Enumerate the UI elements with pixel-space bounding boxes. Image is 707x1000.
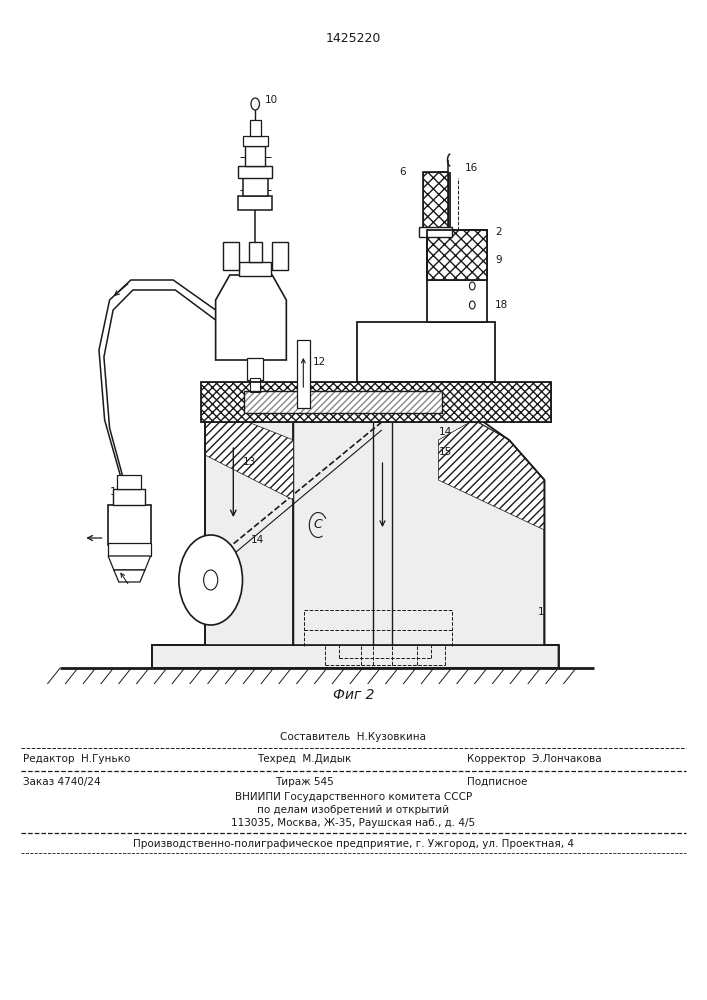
Text: 2: 2: [495, 227, 501, 237]
Bar: [245, 146, 265, 166]
Circle shape: [204, 570, 218, 590]
Polygon shape: [108, 556, 151, 570]
Bar: [250, 378, 260, 392]
Text: C: C: [314, 518, 322, 532]
Text: Фиг 2: Фиг 2: [333, 688, 374, 702]
Polygon shape: [293, 420, 544, 645]
Bar: [238, 196, 272, 210]
Bar: [250, 120, 261, 136]
Polygon shape: [205, 405, 293, 500]
Bar: [419, 227, 452, 237]
Text: 11: 11: [110, 487, 123, 497]
Text: 1425220: 1425220: [326, 31, 381, 44]
Bar: [117, 475, 141, 489]
Text: 17: 17: [491, 410, 505, 420]
Bar: [108, 543, 151, 556]
Bar: [201, 382, 551, 422]
Circle shape: [180, 537, 241, 623]
Circle shape: [251, 98, 259, 110]
Text: 8: 8: [443, 393, 449, 403]
Text: 14: 14: [438, 427, 452, 437]
Bar: [113, 489, 145, 505]
Bar: [249, 242, 262, 262]
Text: Составитель  Н.Кузовкина: Составитель Н.Кузовкина: [281, 732, 426, 742]
Bar: [247, 358, 263, 380]
Bar: [297, 340, 310, 408]
Bar: [423, 172, 448, 230]
Polygon shape: [438, 420, 544, 530]
Text: 16: 16: [464, 163, 478, 173]
Bar: [223, 242, 239, 270]
Text: 10: 10: [265, 95, 279, 105]
Bar: [243, 136, 268, 146]
Bar: [244, 391, 442, 413]
Bar: [108, 505, 151, 545]
Text: Корректор  Э.Лончакова: Корректор Э.Лончакова: [467, 754, 601, 764]
Bar: [238, 166, 272, 178]
Text: 6: 6: [399, 167, 406, 177]
Text: ВНИИПИ Государственного комитета СССР: ВНИИПИ Государственного комитета СССР: [235, 792, 472, 802]
Text: Редактор  Н.Гунько: Редактор Н.Гунько: [23, 754, 131, 764]
Text: по делам изобретений и открытий: по делам изобретений и открытий: [257, 805, 450, 815]
Polygon shape: [205, 405, 293, 645]
Bar: [427, 230, 487, 280]
Polygon shape: [114, 570, 145, 582]
Text: 14: 14: [251, 535, 264, 545]
Bar: [427, 230, 487, 280]
Text: 1: 1: [537, 607, 544, 617]
Text: 18: 18: [495, 300, 508, 310]
Text: Тираж 545: Тираж 545: [274, 777, 334, 787]
Polygon shape: [152, 645, 559, 668]
Text: Заказ 4740/24: Заказ 4740/24: [23, 777, 101, 787]
Text: 15: 15: [438, 447, 452, 457]
Circle shape: [469, 301, 475, 309]
Text: 12: 12: [312, 357, 326, 367]
Bar: [272, 242, 288, 270]
Bar: [423, 172, 448, 230]
Text: 13: 13: [243, 457, 257, 467]
Bar: [201, 382, 551, 422]
Text: Подписное: Подписное: [467, 777, 527, 787]
Circle shape: [469, 282, 475, 290]
Polygon shape: [216, 275, 286, 360]
Text: Производственно-полиграфическое предприятие, г. Ужгород, ул. Проектная, 4: Производственно-полиграфическое предприя…: [133, 839, 574, 849]
Bar: [244, 391, 442, 413]
Bar: [357, 322, 495, 382]
Text: 9: 9: [495, 255, 501, 265]
Bar: [243, 178, 268, 196]
Bar: [239, 262, 271, 276]
Text: Техред  М.Дидык: Техред М.Дидык: [257, 754, 351, 764]
Bar: [427, 230, 487, 322]
Text: 113035, Москва, Ж-35, Раушская наб., д. 4/5: 113035, Москва, Ж-35, Раушская наб., д. …: [231, 818, 476, 828]
Circle shape: [179, 535, 243, 625]
